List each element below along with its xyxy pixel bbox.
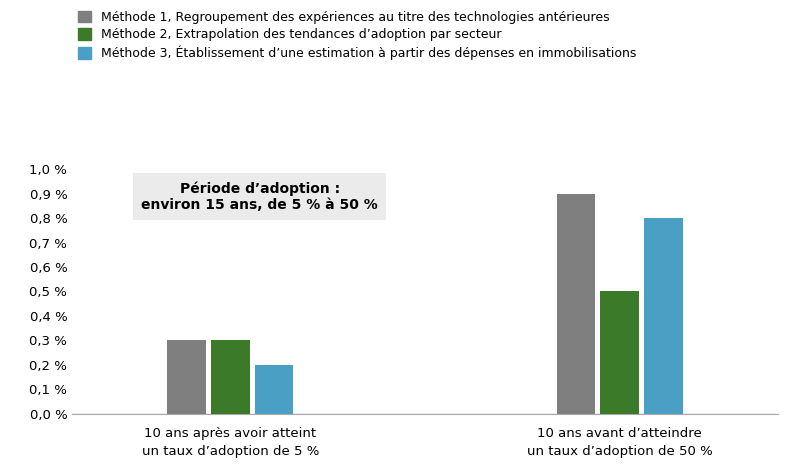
Bar [557,194,595,414]
Bar [168,340,206,414]
Bar [211,340,249,414]
Bar [601,291,639,414]
Bar [255,365,294,414]
Text: Période d’adoption :
environ 15 ans, de 5 % à 50 %: Période d’adoption : environ 15 ans, de … [141,181,378,212]
Legend: Méthode 1, Regroupement des expériences au titre des technologies antérieures, M: Méthode 1, Regroupement des expériences … [79,11,636,60]
Bar [644,218,683,414]
